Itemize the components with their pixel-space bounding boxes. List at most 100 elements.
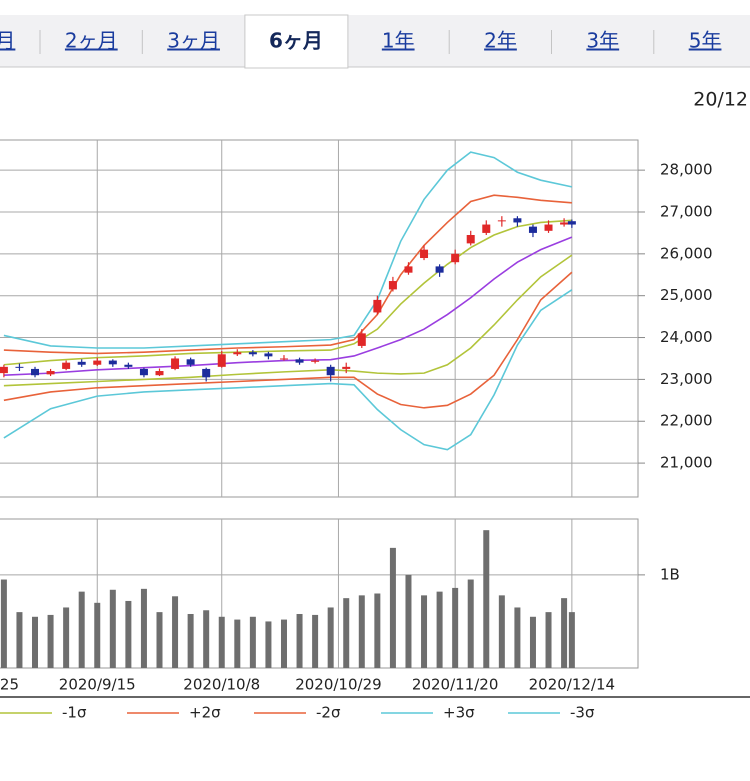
- volume-bar: [280, 619, 287, 668]
- candle-body: [482, 224, 491, 233]
- candle-body: [155, 371, 164, 376]
- volume-bar: [529, 616, 536, 668]
- x-tick-label: 2020/11/20: [412, 676, 498, 694]
- volume-bar: [172, 596, 179, 668]
- volume-bar: [47, 614, 54, 668]
- volume-bar: [187, 613, 194, 668]
- candle-body: [15, 366, 24, 368]
- candle-body: [513, 218, 522, 223]
- candle-body: [62, 362, 71, 369]
- candle-body: [0, 366, 8, 374]
- y-tick-label: 25,000: [660, 286, 713, 304]
- tab[interactable]: 1ヶ月: [0, 29, 15, 53]
- candle-body: [404, 266, 413, 273]
- volume-bar: [358, 595, 365, 668]
- volume-bar: [498, 595, 505, 668]
- volume-bar: [545, 612, 552, 668]
- volume-bar: [203, 610, 210, 668]
- tab-bar: [0, 15, 750, 67]
- volume-bar: [156, 612, 163, 668]
- volume-bar: [32, 616, 39, 668]
- x-tick-label: 2020/12/14: [529, 676, 615, 694]
- volume-bar: [78, 591, 85, 668]
- candle-body: [311, 360, 320, 362]
- candle-body: [217, 354, 226, 367]
- volume-bar: [343, 598, 350, 668]
- tab[interactable]: 1年: [382, 29, 415, 53]
- legend-label: -2σ: [316, 704, 341, 722]
- candle-body: [497, 220, 506, 222]
- x-tick-label: 2020/9/15: [59, 676, 136, 694]
- candle-body: [466, 235, 475, 244]
- y-tick-label: 1B: [660, 565, 680, 583]
- volume-bar: [249, 616, 256, 668]
- volume-bar: [405, 574, 412, 668]
- candle-body: [435, 266, 444, 273]
- candle-body: [326, 366, 335, 376]
- candle-body: [528, 226, 537, 233]
- y-tick-label: 28,000: [660, 161, 713, 179]
- volume-bar: [234, 619, 241, 668]
- volume-bar: [483, 530, 490, 668]
- y-tick-label: 27,000: [660, 202, 713, 220]
- candle-body: [248, 352, 257, 355]
- active-tab-bg: [244, 14, 349, 69]
- candle-body: [46, 371, 55, 375]
- x-tick-label: 2020/8/25: [0, 676, 19, 694]
- volume-bar: [452, 587, 459, 668]
- y-tick-label: 26,000: [660, 244, 713, 262]
- candle-body: [342, 366, 351, 369]
- volume-bar: [296, 613, 303, 668]
- candle-body: [264, 353, 273, 357]
- volume-frame: [0, 518, 639, 669]
- candle-body: [295, 359, 304, 363]
- candle-body: [373, 299, 382, 313]
- volume-bar: [109, 589, 116, 668]
- tab[interactable]: 6ヶ月: [269, 29, 323, 53]
- band-line: [3, 289, 573, 451]
- tab[interactable]: 3ヶ月: [167, 29, 220, 53]
- candle-body: [357, 333, 366, 346]
- candle-body: [451, 253, 460, 263]
- candle-body: [139, 368, 148, 376]
- candle-body: [388, 281, 397, 290]
- legend-label: -1σ: [62, 704, 87, 722]
- band-line: [3, 151, 573, 349]
- y-tick-label: 21,000: [660, 454, 713, 472]
- tab[interactable]: 2ヶ月: [65, 29, 118, 53]
- y-tick-label: 23,000: [660, 370, 713, 388]
- candle-body: [124, 364, 133, 367]
- tab[interactable]: 2年: [484, 29, 517, 53]
- legend-label: +2σ: [189, 704, 221, 722]
- band-line: [3, 254, 573, 387]
- date-label: 20/12: [693, 89, 748, 111]
- volume-bar: [312, 614, 319, 668]
- candle-body: [233, 352, 242, 355]
- candle-body: [31, 368, 40, 376]
- candle-body: [77, 361, 86, 365]
- volume-bar: [94, 602, 101, 668]
- volume-bar: [568, 612, 575, 668]
- volume-bar: [125, 600, 132, 668]
- candle-body: [279, 358, 288, 360]
- volume-bar: [63, 607, 70, 668]
- candle-body: [420, 249, 429, 259]
- volume-bar: [421, 595, 428, 668]
- candle-body: [171, 358, 180, 369]
- band-line: [3, 236, 573, 377]
- volume-bar: [0, 579, 7, 668]
- candle-body: [108, 360, 117, 365]
- volume-bar: [561, 598, 568, 668]
- volume-bar: [16, 612, 23, 668]
- x-tick-label: 2020/10/8: [183, 676, 260, 694]
- candle-body: [560, 222, 569, 225]
- x-tick-label: 2020/10/29: [295, 676, 381, 694]
- band-line: [3, 219, 572, 366]
- tab[interactable]: 3年: [586, 29, 619, 53]
- volume-bar: [327, 607, 334, 668]
- y-tick-label: 24,000: [660, 328, 713, 346]
- candle-body: [202, 368, 211, 378]
- tab[interactable]: 5年: [689, 29, 722, 53]
